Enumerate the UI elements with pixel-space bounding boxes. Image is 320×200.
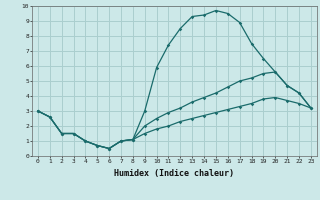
X-axis label: Humidex (Indice chaleur): Humidex (Indice chaleur) <box>115 169 234 178</box>
